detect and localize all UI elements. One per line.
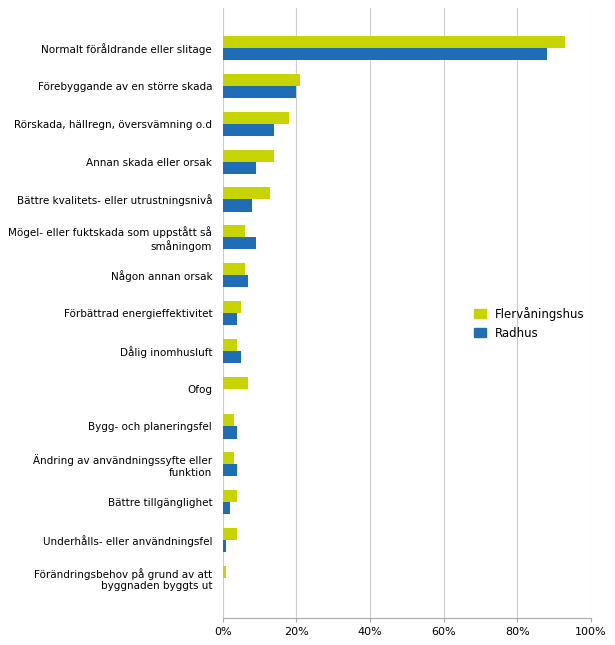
Bar <box>223 540 226 552</box>
Bar <box>223 426 237 439</box>
Bar <box>223 162 256 174</box>
Bar <box>223 74 300 86</box>
Bar <box>223 377 248 389</box>
Bar <box>223 225 245 237</box>
Bar <box>223 112 289 124</box>
Bar <box>223 313 237 325</box>
Bar <box>223 199 252 212</box>
Bar <box>223 36 565 48</box>
Bar <box>223 48 547 60</box>
Bar <box>223 237 256 250</box>
Bar <box>223 339 237 351</box>
Bar <box>223 490 237 502</box>
Bar <box>223 124 274 136</box>
Bar <box>223 187 271 199</box>
Bar <box>223 301 241 313</box>
Bar <box>223 414 234 426</box>
Bar <box>223 528 237 540</box>
Bar <box>223 263 245 275</box>
Bar <box>223 351 241 363</box>
Bar <box>223 86 296 98</box>
Bar <box>223 566 226 578</box>
Bar <box>223 464 237 477</box>
Bar <box>223 275 248 287</box>
Legend: Flervåningshus, Radhus: Flervåningshus, Radhus <box>474 307 585 339</box>
Bar <box>223 502 230 514</box>
Bar <box>223 150 274 162</box>
Bar <box>223 452 234 464</box>
